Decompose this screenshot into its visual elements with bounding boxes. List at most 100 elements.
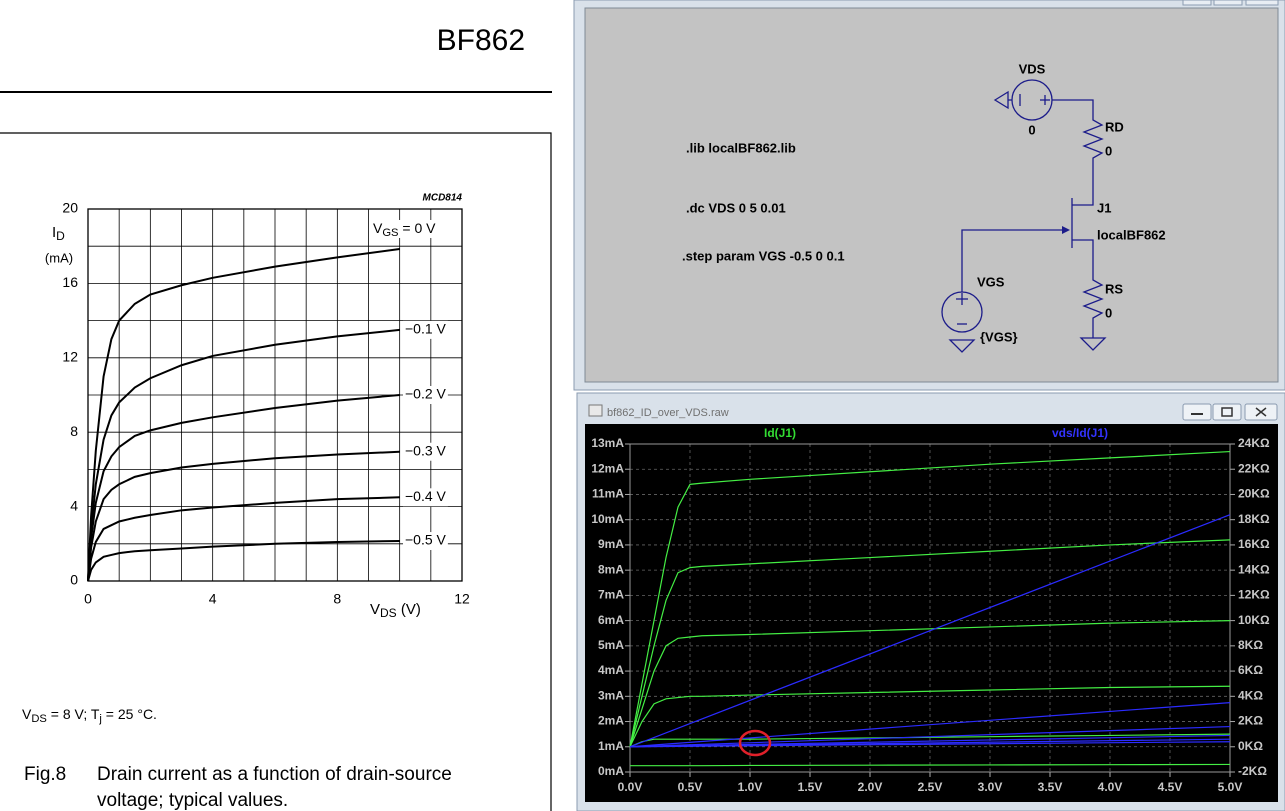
component-name: VDS — [1019, 61, 1046, 76]
voltage-source — [941, 291, 983, 333]
component-name: VGS — [977, 274, 1005, 289]
curve — [87, 450, 400, 582]
x-tick-label: 4 — [209, 591, 217, 607]
y-tick-label: 8mA — [598, 562, 624, 576]
y-tick-label: 16 — [62, 274, 78, 290]
subscript: j — [98, 713, 102, 725]
y2-tick-label: -2KΩ — [1238, 764, 1267, 778]
label-background — [403, 532, 448, 551]
component-name: RS — [1105, 281, 1123, 296]
y2-tick-label: 20KΩ — [1238, 487, 1270, 501]
close-button[interactable] — [1245, 0, 1279, 6]
curve — [87, 247, 400, 582]
x-tick-label: 4.0V — [1098, 780, 1123, 794]
x-tick-label: 1.5V — [798, 780, 823, 794]
trace — [629, 539, 1231, 747]
y2-tick-label: 24KΩ — [1238, 436, 1270, 450]
trace — [629, 734, 1231, 748]
curve-label: −0.2 V — [405, 386, 447, 402]
text-part: = 25 °C. — [102, 706, 157, 722]
component-name: RD — [1105, 119, 1124, 134]
x-tick-label: 3.5V — [1038, 780, 1063, 794]
conditions: VDS = 8 V; Tj = 25 °C. — [22, 706, 157, 725]
x-axis-label: VDS (V) — [370, 601, 421, 620]
caption-number: Fig.8 — [24, 764, 66, 785]
x-tick-label: 2.0V — [858, 780, 883, 794]
x-tick-label: 0 — [84, 591, 92, 607]
x-tick-label: 1.0V — [738, 780, 763, 794]
schematic-drawing — [941, 79, 1107, 353]
wire — [1072, 239, 1094, 275]
plot-frame — [87, 208, 463, 582]
text-part: (V) — [397, 601, 421, 618]
x-tick-label: 0.5V — [678, 780, 703, 794]
subscript: DS — [380, 606, 397, 620]
text-part: V — [22, 706, 32, 722]
trace — [629, 450, 1231, 747]
curve — [87, 496, 400, 582]
trace — [630, 763, 1231, 767]
wire — [1052, 99, 1094, 115]
x-tick-label: 3.0V — [978, 780, 1003, 794]
curve-label: −0.3 V — [405, 442, 447, 458]
component-value: 0 — [1028, 122, 1035, 137]
y-tick-label: 8 — [70, 423, 78, 439]
close-glyph — [1255, 407, 1267, 417]
label-background — [403, 386, 448, 404]
restore-button[interactable] — [1212, 403, 1242, 421]
trace — [629, 514, 1231, 748]
maximize-button[interactable] — [1213, 0, 1243, 6]
subscript: GS — [382, 227, 398, 239]
resistor — [1082, 275, 1104, 338]
y-tick-label: 12mA — [591, 461, 624, 475]
gate-wire — [961, 229, 1068, 292]
y-axis-unit: (mA) — [45, 250, 73, 265]
ground — [1079, 337, 1107, 351]
y2-tick-label: 2KΩ — [1238, 714, 1263, 728]
y2-tick-label: 10KΩ — [1238, 613, 1270, 627]
plot-frame — [629, 443, 1231, 773]
y-tick-label: 1mA — [598, 739, 624, 753]
trace — [629, 685, 1231, 748]
y-tick-label: 11mA — [592, 487, 624, 501]
y-tick-label: 9mA — [598, 537, 624, 551]
subscript: DS — [31, 713, 47, 725]
y2-tick-label: 16KΩ — [1238, 537, 1270, 551]
highlight-circle — [738, 729, 772, 757]
y-tick-label: 3mA — [598, 688, 624, 702]
component-name: J1 — [1097, 200, 1111, 215]
wire — [1072, 165, 1094, 206]
x-tick-label: 2.5V — [918, 780, 943, 794]
x-tick-label: 0.0V — [618, 780, 643, 794]
window-title: bf862_ID_over_VDS.raw — [607, 407, 729, 419]
text-part: = 0 V — [399, 220, 437, 236]
y-tick-label: 4 — [70, 497, 78, 513]
schematic-canvas — [584, 7, 1279, 383]
minimize-button[interactable] — [1182, 0, 1212, 6]
y2-tick-label: 8KΩ — [1238, 638, 1263, 652]
y2-tick-label: 22KΩ — [1238, 461, 1270, 475]
trace-label: vds/Id(J1) — [1052, 426, 1108, 440]
curve-label: −0.5 V — [405, 532, 447, 548]
resistor — [1082, 115, 1104, 165]
spice-directive: .step param VGS -0.5 0 0.1 — [682, 248, 845, 263]
y-tick-label: 0 — [70, 572, 78, 588]
component-value: 0 — [1105, 305, 1112, 320]
subscript: D — [56, 229, 65, 243]
label-background — [403, 488, 448, 507]
chart-code: MCD814 — [423, 193, 463, 204]
trace — [629, 741, 1231, 748]
text-part: = 8 V; T — [47, 706, 100, 722]
y-tick-label: 12 — [62, 349, 78, 365]
y-tick-label: 10mA — [591, 512, 624, 526]
y2-tick-label: 0KΩ — [1238, 739, 1263, 753]
minimize-button[interactable] — [1182, 403, 1212, 421]
caption-line: Drain current as a function of drain-sou… — [97, 764, 452, 785]
trace — [629, 620, 1231, 747]
label-background — [371, 219, 438, 238]
curve-label: VGS = 0 V — [373, 220, 436, 239]
caption-line: voltage; typical values. — [97, 790, 288, 811]
y-tick-label: 13mA — [591, 436, 624, 450]
text-part: V — [370, 601, 380, 618]
